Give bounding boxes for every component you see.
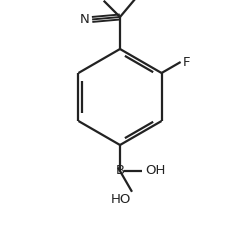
Text: OH: OH <box>144 164 165 178</box>
Text: B: B <box>115 164 124 178</box>
Text: HO: HO <box>110 193 130 206</box>
Text: N: N <box>79 13 89 26</box>
Text: F: F <box>182 56 189 68</box>
